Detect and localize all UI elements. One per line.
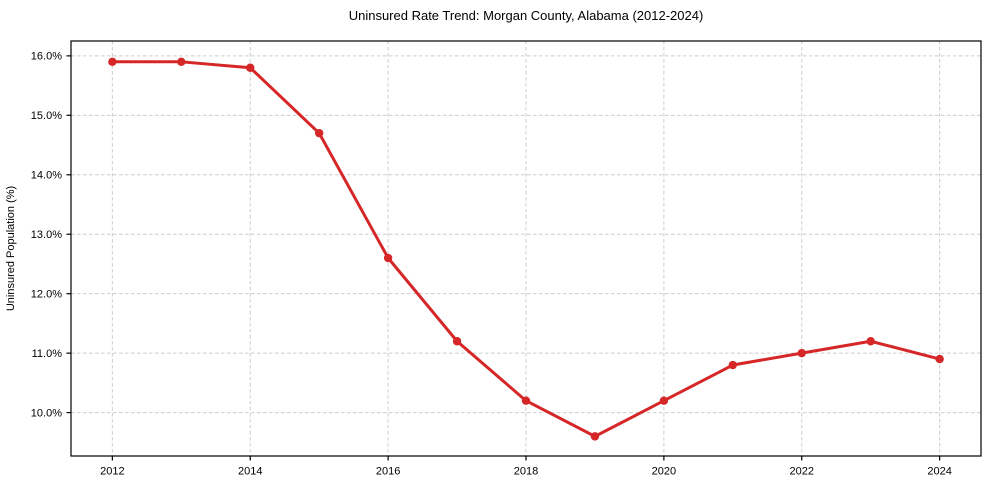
data-point — [521, 396, 531, 405]
x-tick-label: 2014 — [238, 466, 262, 478]
x-tick-label: 2018 — [514, 466, 538, 478]
y-tick-label: 14.0% — [31, 170, 62, 182]
x-tick-label: 2024 — [927, 466, 951, 478]
x-tick-label: 2022 — [790, 466, 814, 478]
data-point — [108, 57, 117, 67]
data-point — [590, 432, 600, 441]
data-point — [314, 128, 324, 138]
y-tick-label: 13.0% — [31, 229, 62, 241]
y-axis-label: Uninsured Population (%) — [5, 186, 17, 311]
data-point — [246, 63, 255, 72]
data-point — [177, 57, 186, 67]
data-point — [383, 253, 393, 263]
chart-title: Uninsured Rate Trend: Morgan County, Ala… — [349, 8, 704, 23]
y-tick-label: 12.0% — [31, 288, 62, 300]
x-tick-label: 2016 — [376, 466, 400, 478]
y-tick-label: 16.0% — [31, 51, 62, 63]
data-point — [797, 348, 806, 358]
x-tick-label: 2012 — [100, 466, 124, 478]
axis-layer: 2012 2014 2016 2018 2020 2022 2024 10.0% 11.0% 12… — [31, 40, 982, 478]
grid-layer — [71, 41, 981, 456]
data-point — [866, 337, 875, 346]
y-tick-label: 11.0% — [32, 348, 63, 360]
y-tick-label: 10.0% — [31, 407, 62, 419]
y-tick-label: 15.0% — [31, 110, 62, 122]
data-point — [659, 396, 669, 405]
line-series — [108, 57, 944, 441]
data-point — [452, 337, 462, 346]
data-point — [935, 354, 944, 364]
x-tick-label: 2020 — [652, 466, 676, 478]
data-point — [728, 360, 738, 370]
